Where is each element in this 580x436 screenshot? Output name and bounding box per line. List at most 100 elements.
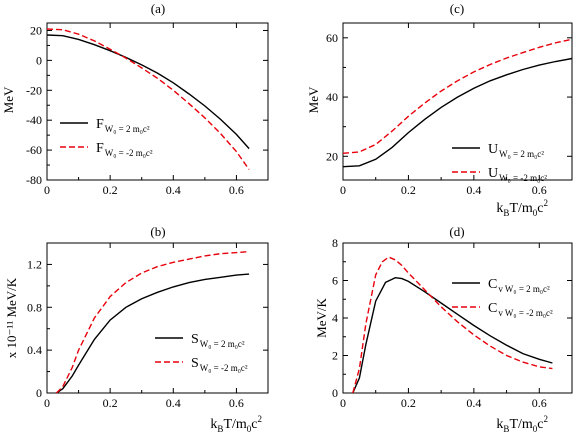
- legend-entry-b-0: SW₀ = 2 m₀c²: [191, 332, 245, 349]
- panel-b-xaxis-label-part: 2: [258, 414, 263, 424]
- x-tick-label: 0.2: [401, 183, 416, 197]
- y-tick-label: 20: [30, 23, 42, 37]
- series-line-a-1: [46, 28, 250, 170]
- panel-c-label: (c): [450, 1, 464, 16]
- legend-sub: W₀ = 2 m₀c²: [499, 149, 544, 159]
- panel-c-xaxis-label-part: 0: [533, 208, 538, 218]
- x-tick-label: 0: [44, 183, 50, 197]
- panel-d-xaxis-label-part: 0: [533, 424, 538, 434]
- panel-c-xaxis-label-part: 2: [544, 198, 549, 208]
- series-line-c-1: [342, 38, 573, 154]
- panel-c-xaxis-label-part: k: [496, 201, 503, 216]
- y-tick-label: 1.2: [27, 257, 42, 271]
- x-tick-label: 0.6: [229, 183, 244, 197]
- panel-b-xaxis-label-part: T/m: [223, 417, 246, 432]
- legend-entry-d-0: Cv W₀ = 2 m₀c²: [488, 277, 550, 294]
- x-tick-label: 0.6: [229, 396, 244, 410]
- panel-b-xaxis-label-part: c: [251, 417, 257, 432]
- x-tick-label: 0.4: [466, 396, 481, 410]
- panel-d-xaxis-label-part: 2: [544, 414, 549, 424]
- legend-main: S: [191, 332, 199, 347]
- panel-d-xaxis-label-part: k: [496, 417, 503, 432]
- panel-c-xaxis-label-part: B: [503, 208, 509, 218]
- series-line-d-1: [352, 256, 553, 394]
- legend-main: U: [488, 166, 498, 181]
- x-tick-label: 0.6: [532, 183, 547, 197]
- legend-entry-b-1: SW₀ = -2 m₀c²: [191, 356, 248, 373]
- series-line-b-0: [56, 273, 250, 394]
- x-tick-label: 0.4: [166, 183, 181, 197]
- panel-b-frame: [46, 242, 269, 394]
- legend-sub: v W₀ = 2 m₀c²: [498, 284, 550, 294]
- legend-main: C: [488, 301, 497, 316]
- panel-b-xaxis-label-part: k: [210, 417, 217, 432]
- panel-a-frame: [46, 22, 269, 181]
- y-tick-label: -60: [26, 143, 42, 157]
- panel-b-yaxis-label: x 10⁻¹¹ MeV/K: [4, 277, 19, 358]
- y-tick-label: 6: [332, 274, 338, 288]
- legend-sub: v W₀ = -2 m₀c²: [498, 308, 553, 318]
- series-line-c-0: [342, 57, 573, 168]
- panel-d-xaxis-label-part: c: [537, 417, 543, 432]
- x-tick-label: 0.2: [103, 396, 118, 410]
- panel-c-xaxis-label-part: c: [537, 201, 543, 216]
- y-tick-label: -80: [26, 173, 42, 187]
- panel-b-xaxis-label-part: B: [217, 424, 223, 434]
- series-line-b-1: [56, 250, 250, 394]
- panel-a-yaxis-label: MeV: [1, 86, 16, 113]
- y-tick-label: 60: [326, 31, 338, 45]
- x-tick-label: 0.4: [466, 183, 481, 197]
- x-tick-label: 0.4: [166, 396, 181, 410]
- y-tick-label: 20: [326, 149, 338, 163]
- legend-sub: W₀ = 2 m₀c²: [105, 124, 150, 134]
- legend-entry-c-1: UW₀ = -2 m₀c²: [488, 166, 547, 183]
- x-tick-label: 0: [44, 396, 50, 410]
- y-tick-label: -40: [26, 113, 42, 127]
- x-tick-label: 0: [340, 396, 346, 410]
- panel-c-yaxis-label: MeV: [306, 86, 321, 113]
- series-line-a-0: [46, 34, 250, 150]
- y-tick-label: 0: [36, 386, 42, 400]
- legend-main: S: [191, 356, 199, 371]
- panel-b-xaxis-label: kBT/m0c2: [210, 414, 262, 434]
- y-tick-label: 8: [332, 236, 338, 250]
- panel-d-xaxis-label-part: T/m: [509, 417, 532, 432]
- panel-c-xaxis-label-part: T/m: [509, 201, 532, 216]
- panel-c-xaxis-label: kBT/m0c2: [496, 198, 548, 218]
- x-tick-label: 0.2: [401, 396, 416, 410]
- panel-b: 0 0.2 0.4 0.6 0 0.4 0.8 1.2 (b) x 10⁻¹¹ MeV/K kBT/…: [4, 224, 269, 434]
- y-tick-label: 40: [326, 90, 338, 104]
- panel-b-label: (b): [150, 224, 165, 239]
- legend-entry-a-0: FW₀ = 2 m₀c²: [96, 117, 150, 134]
- legend-main: C: [488, 277, 497, 292]
- y-tick-label: 0.4: [27, 343, 42, 357]
- legend-entry-c-0: UW₀ = 2 m₀c²: [488, 142, 544, 159]
- x-tick-label: 0.2: [103, 183, 118, 197]
- y-tick-label: 4: [332, 311, 338, 325]
- panel-a: 0 0.2 0.4 0.6 -80 -60 -40 -20 0 20 (a) MeV FW₀ = 2 m…: [1, 1, 269, 197]
- legend-main: F: [96, 141, 104, 156]
- x-tick-label: 0.6: [532, 396, 547, 410]
- panel-d-label: (d): [449, 224, 464, 239]
- panel-a-label: (a): [151, 1, 165, 16]
- panel-b-xaxis-label-part: 0: [247, 424, 252, 434]
- legend-sub: W₀ = 2 m₀c²: [200, 339, 245, 349]
- panel-d-xaxis-label-part: B: [503, 424, 509, 434]
- y-tick-label: 0: [36, 53, 42, 67]
- legend-main: F: [96, 117, 104, 132]
- y-tick-label: -20: [26, 83, 42, 97]
- panel-d-frame: [342, 242, 573, 394]
- panel-c-frame: [342, 22, 573, 181]
- legend-main: U: [488, 142, 498, 157]
- y-tick-label: 2: [332, 349, 338, 363]
- series-line-d-0: [352, 276, 553, 394]
- legend-sub: W₀ = -2 m₀c²: [499, 173, 547, 183]
- legend-entry-d-1: Cv W₀ = -2 m₀c²: [488, 301, 553, 318]
- x-tick-label: 0: [340, 183, 346, 197]
- y-tick-label: 0.8: [27, 300, 42, 314]
- legend-sub: W₀ = -2 m₀c²: [200, 363, 248, 373]
- panel-d-xaxis-label: kBT/m0c2: [496, 414, 548, 434]
